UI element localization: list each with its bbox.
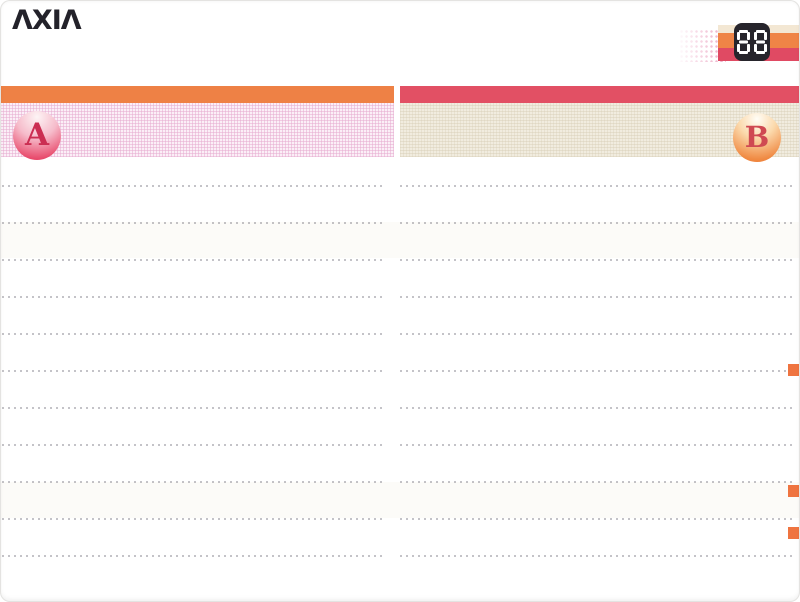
side-b-stripe bbox=[400, 86, 800, 103]
index-tab-mark bbox=[788, 527, 800, 539]
side-b-badge: B bbox=[733, 113, 781, 162]
ruled-line bbox=[400, 333, 794, 335]
ruled-line bbox=[2, 185, 386, 187]
ruled-line bbox=[400, 370, 794, 372]
ruled-line bbox=[2, 333, 386, 335]
ruled-line bbox=[400, 185, 794, 187]
index-tab-mark bbox=[788, 364, 800, 376]
halftone-fade-pattern bbox=[674, 29, 726, 62]
ruled-line bbox=[2, 555, 386, 557]
ruled-line bbox=[2, 444, 386, 446]
ruled-line bbox=[2, 222, 386, 224]
ruled-line bbox=[400, 555, 794, 557]
side-a-halftone-panel bbox=[0, 103, 394, 157]
ruled-line bbox=[400, 259, 794, 261]
ruled-line bbox=[400, 518, 794, 520]
side-a-stripe bbox=[0, 86, 394, 103]
brand-logo: ΛXIΛ bbox=[12, 5, 82, 36]
ruled-line bbox=[2, 259, 386, 261]
index-tab-mark bbox=[788, 485, 800, 497]
ruled-line bbox=[2, 370, 386, 372]
ruled-line bbox=[2, 481, 386, 483]
side-a-header bbox=[0, 86, 394, 157]
side-a-label: A bbox=[24, 116, 50, 153]
side-b-label: B bbox=[744, 119, 770, 154]
ruled-line bbox=[400, 481, 794, 483]
ruled-line bbox=[400, 407, 794, 409]
seven-segment-display-icon bbox=[737, 30, 767, 54]
ruled-line bbox=[2, 296, 386, 298]
ruled-line bbox=[400, 444, 794, 446]
ruled-line bbox=[2, 518, 386, 520]
side-a-badge: A bbox=[13, 111, 61, 160]
ruled-line bbox=[400, 222, 794, 224]
ruled-line bbox=[400, 296, 794, 298]
ruled-line bbox=[2, 407, 386, 409]
tape-counter-badge: 88 bbox=[734, 23, 770, 61]
